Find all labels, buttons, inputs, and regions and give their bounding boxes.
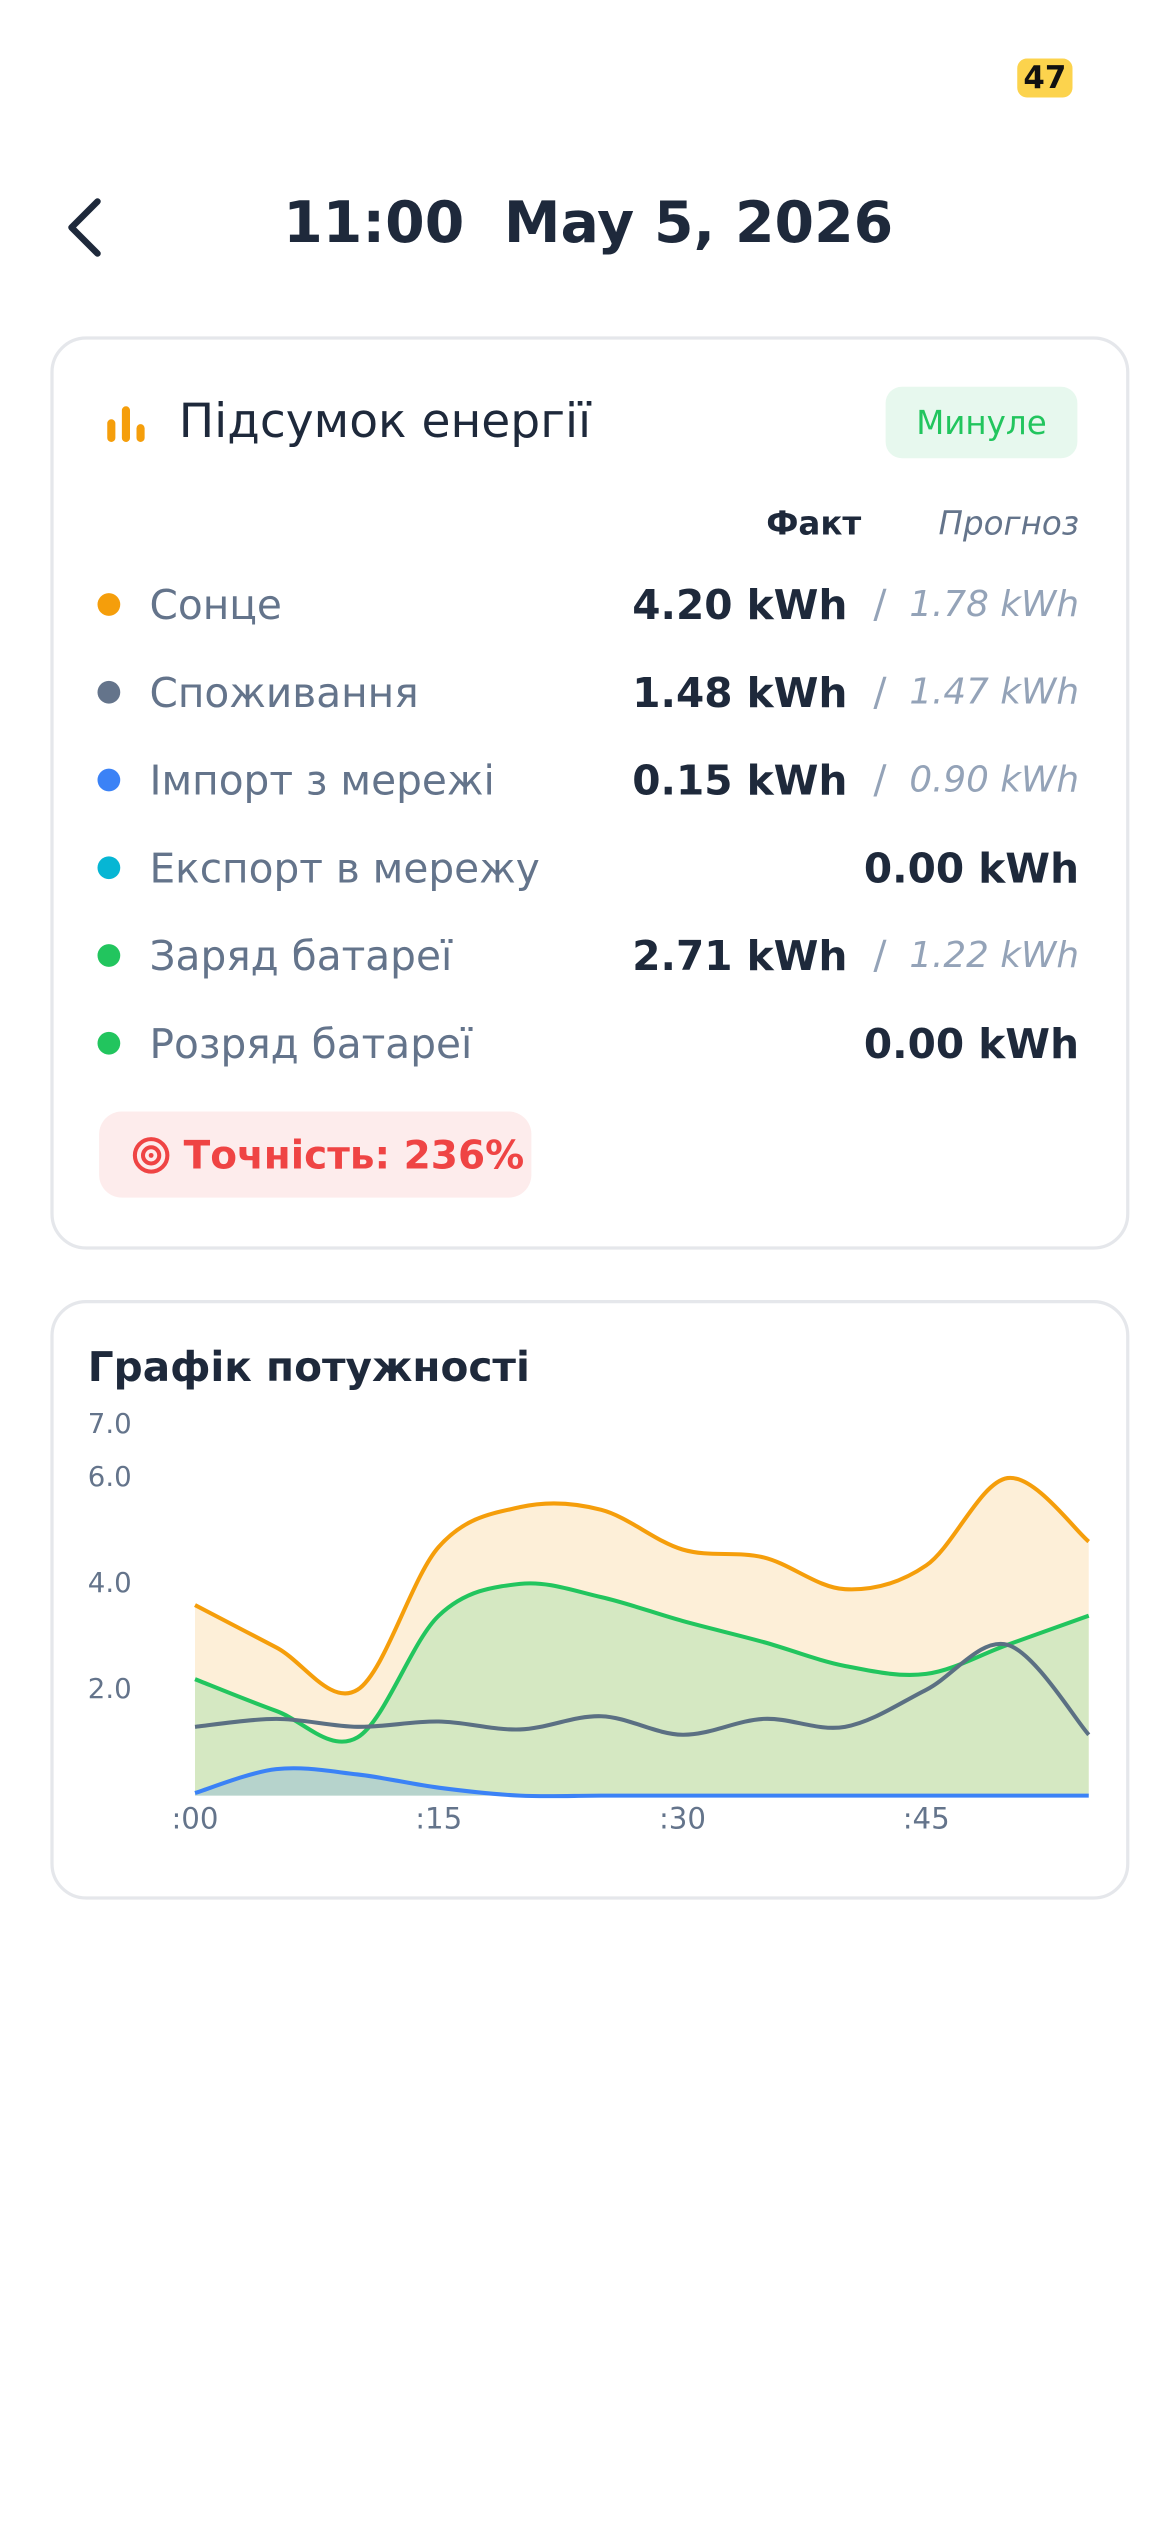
separator: / — [873, 757, 887, 803]
accuracy-pill: Точність: 236% — [99, 1111, 532, 1198]
period-badge: Минуле — [885, 386, 1078, 459]
fact-value: 0.15 kWh — [632, 756, 848, 804]
x-tick-label: :30 — [659, 1802, 706, 1836]
area-fill — [195, 1583, 1089, 1796]
y-tick-label: 7.0 — [88, 1407, 132, 1440]
status-badge: 47 — [1017, 58, 1073, 98]
back-button[interactable] — [59, 195, 114, 260]
x-tick-label: :15 — [415, 1802, 462, 1836]
summary-row: Імпорт з мережі 0.15 kWh / 0.90 kWh — [97, 748, 1079, 813]
row-label: Експорт в мережу — [149, 844, 540, 892]
chart-title: Графік потужності — [88, 1343, 530, 1391]
legend-dot — [97, 856, 121, 880]
separator: / — [873, 932, 887, 979]
header-title: 11:00 May 5, 2026 — [283, 191, 894, 257]
legend-dot — [97, 1031, 121, 1055]
forecast-value: 1.22 kWh — [909, 935, 1079, 976]
row-label: Сонце — [149, 580, 282, 629]
area-fill — [195, 1768, 1089, 1797]
series-line — [194, 1476, 1091, 1696]
y-tick-label: 2.0 — [88, 1672, 132, 1705]
column-header: Прогноз — [938, 503, 1079, 543]
legend-dot — [97, 680, 121, 704]
summary-row: Сонце 4.20 kWh / 1.78 kWh — [97, 572, 1079, 637]
area-fill — [195, 1477, 1089, 1796]
column-header: Факт — [766, 503, 862, 543]
fact-value: 1.48 kWh — [632, 668, 848, 716]
x-tick-label: :45 — [903, 1802, 950, 1836]
summary-icon — [107, 406, 145, 442]
separator: / — [873, 669, 887, 716]
chart-card — [50, 1300, 1130, 1900]
separator: / — [873, 581, 887, 628]
row-label: Імпорт з мережі — [149, 756, 495, 804]
fact-value: 2.71 kWh — [632, 931, 848, 980]
fact-value: 4.20 kWh — [632, 580, 848, 629]
summary-card — [50, 336, 1130, 1250]
summary-row: Споживання 1.48 kWh / 1.47 kWh — [97, 660, 1079, 725]
forecast-value: 1.47 kWh — [909, 671, 1079, 713]
forecast-value: 1.78 kWh — [909, 584, 1079, 625]
x-tick-label: :00 — [171, 1802, 218, 1836]
fact-value: 0.00 kWh — [863, 844, 1079, 892]
accuracy-text: Точність: 236% — [183, 1131, 525, 1178]
forecast-value: 0.90 kWh — [909, 759, 1079, 801]
series-line — [194, 1641, 1091, 1737]
legend-dot — [97, 768, 121, 792]
legend-dot — [97, 593, 121, 616]
series-line — [194, 1766, 1089, 1799]
y-tick-label: 6.0 — [88, 1460, 132, 1493]
summary-row: Заряд батареї 2.71 kWh / 1.22 kWh — [97, 923, 1079, 988]
summary-row: Розряд батареї 0.00 kWh — [97, 1011, 1079, 1076]
summary-row: Експорт в мережу 0.00 kWh — [97, 835, 1079, 900]
y-tick-label: 4.0 — [88, 1566, 132, 1599]
row-label: Споживання — [149, 668, 419, 716]
summary-title: Підсумок енергії — [178, 393, 592, 449]
series-line — [194, 1581, 1090, 1744]
fact-value: 0.00 kWh — [863, 1019, 1079, 1067]
accuracy-icon — [132, 1136, 170, 1173]
row-label: Заряд батареї — [149, 931, 453, 980]
legend-dot — [97, 944, 121, 967]
row-label: Розряд батареї — [149, 1019, 473, 1067]
